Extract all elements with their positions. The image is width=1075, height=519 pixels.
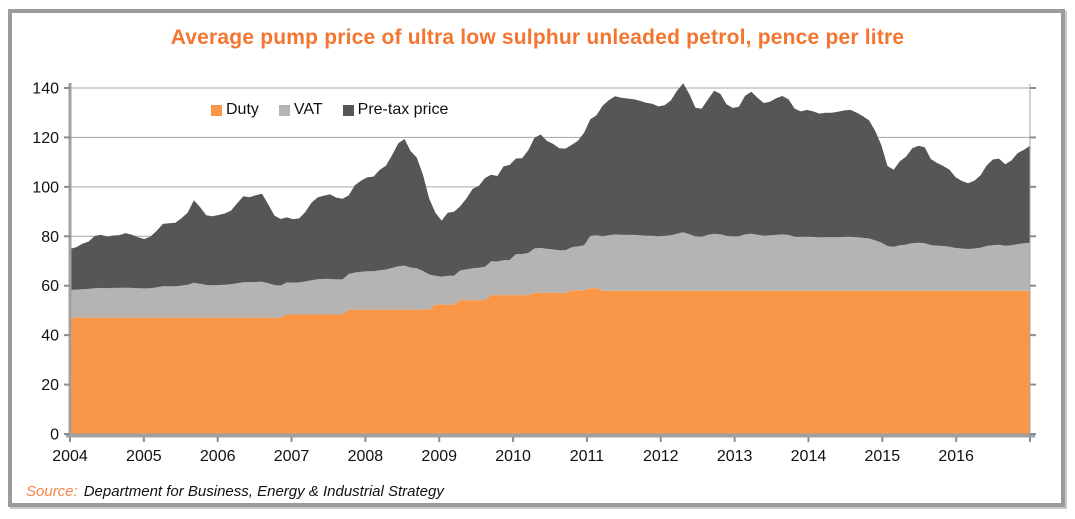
legend-label-duty: Duty [226, 101, 259, 118]
legend-label-vat: VAT [293, 101, 323, 118]
y-tick-label: 80 [41, 229, 59, 246]
x-tick-label: 2013 [717, 448, 753, 465]
x-tick-label: 2014 [791, 448, 827, 465]
area-vat [70, 232, 1030, 318]
x-tick-label: 2012 [643, 448, 679, 465]
area-pre-tax-price [70, 83, 1030, 290]
y-tick-label: 60 [41, 278, 59, 295]
y-tick-label: 20 [41, 377, 59, 394]
legend-item-pretax: Pre-tax price [342, 101, 449, 119]
y-tick-label: 100 [32, 179, 59, 196]
x-tick-label: 2004 [52, 448, 88, 465]
x-tick-label: 2010 [495, 448, 531, 465]
area-duty [70, 288, 1030, 434]
y-tick-label: 140 [32, 81, 59, 98]
y-tick-label: 40 [41, 328, 59, 345]
source-text: Department for Business, Energy & Indust… [83, 483, 444, 500]
vat-swatch-icon [278, 104, 290, 116]
duty-swatch-icon [211, 104, 222, 116]
y-tick-label: 0 [50, 427, 59, 444]
x-tick-label: 2005 [126, 448, 162, 465]
legend-label-pretax: Pre-tax price [357, 101, 449, 118]
x-tick-label: 2008 [348, 448, 384, 465]
x-tick-label: 2009 [421, 448, 457, 465]
y-tick-label: 120 [32, 130, 59, 147]
x-tick-label: 2016 [938, 448, 974, 465]
legend-item-duty: Duty [211, 101, 259, 119]
chart-title: Average pump price of ultra low sulphur … [170, 26, 905, 49]
x-tick-label: 2006 [200, 448, 236, 465]
legend-item-vat: VAT [278, 101, 323, 119]
x-tick-label: 2007 [274, 448, 310, 465]
source-prefix: Source: [26, 483, 78, 500]
pretax-swatch-icon [342, 104, 354, 116]
x-tick-label: 2015 [865, 448, 901, 465]
source-line: Source: Department for Business, Energy &… [26, 483, 444, 500]
x-tick-label: 2011 [570, 448, 605, 465]
legend: Duty VAT Pre-tax price [211, 101, 448, 119]
